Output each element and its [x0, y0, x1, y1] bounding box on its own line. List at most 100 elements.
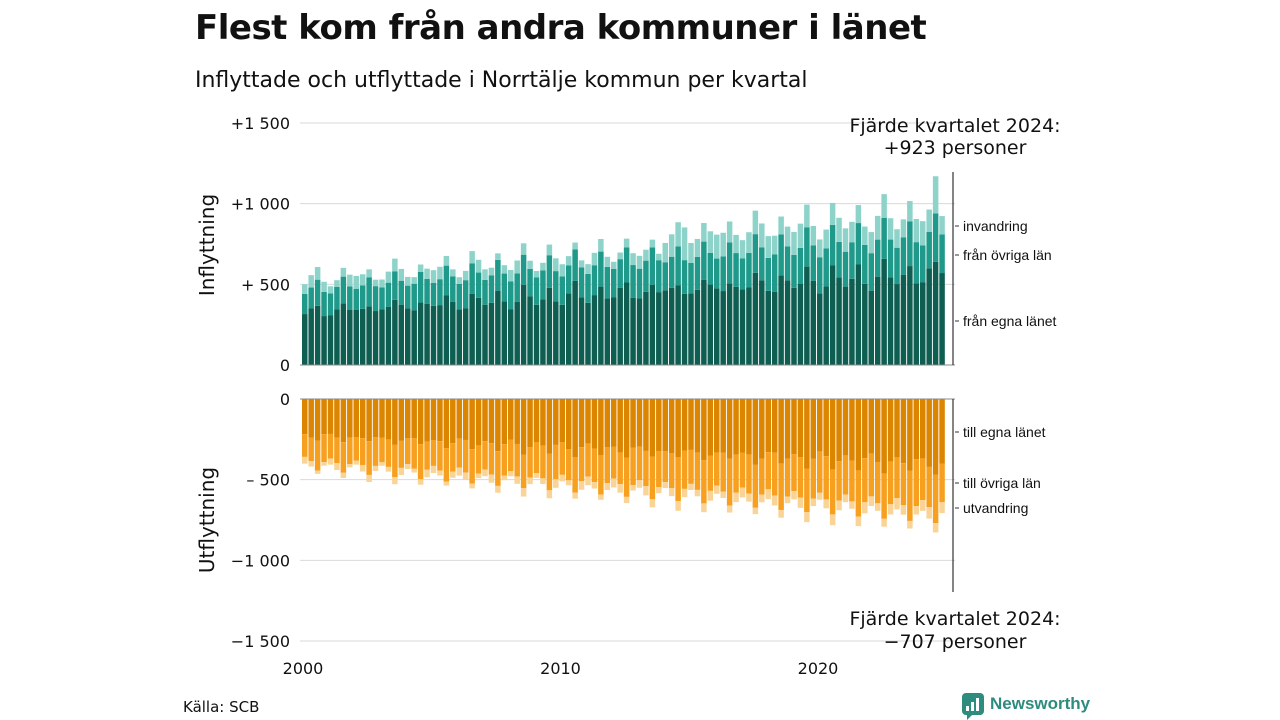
- out-bar-utvandring: [495, 485, 501, 493]
- out-bar-ovriga: [559, 442, 565, 475]
- in-bar-egna: [321, 316, 327, 365]
- out-bar-egna: [823, 399, 829, 457]
- out-bar-ovriga: [894, 457, 900, 499]
- in-bar-invandring: [720, 232, 726, 257]
- in-bar-ovriga: [617, 259, 623, 288]
- out-bar-utvandring: [340, 472, 347, 478]
- in-bar-egna: [527, 296, 533, 365]
- out-bar-utvandring: [926, 507, 932, 519]
- out-bar-egna: [469, 399, 475, 450]
- in-bar-invandring: [334, 280, 340, 287]
- in-bar-egna: [746, 287, 752, 365]
- in-ytick-label: +1 500: [231, 114, 290, 133]
- in-bar-ovriga: [907, 221, 913, 267]
- out-bar-egna: [379, 399, 385, 438]
- in-bar-invandring: [565, 256, 572, 266]
- out-bar-ovriga: [340, 442, 347, 473]
- in-bar-egna: [456, 309, 462, 365]
- in-bar-egna: [636, 298, 643, 365]
- out-bar-utvandring: [462, 472, 469, 480]
- in-bar-egna: [482, 304, 488, 365]
- out-ytick-label: – 500: [246, 471, 290, 490]
- in-bar-ovriga: [881, 217, 887, 259]
- in-bar-egna: [437, 305, 443, 365]
- in-bar-egna: [842, 286, 849, 365]
- in-bar-invandring: [817, 239, 823, 258]
- out-bar-utvandring: [559, 474, 565, 482]
- out-bar-utvandring: [823, 499, 829, 509]
- in-bar-invandring: [546, 244, 553, 256]
- in-axis-label: Inflyttning: [195, 194, 219, 296]
- in-bar-invandring: [694, 238, 701, 257]
- in-bar-ovriga: [366, 277, 372, 307]
- out-bar-utvandring: [308, 461, 314, 467]
- in-bar-egna: [874, 276, 881, 365]
- in-bar-egna: [849, 278, 855, 365]
- out-bar-ovriga: [842, 455, 849, 495]
- in-bar-ovriga: [823, 248, 829, 287]
- out-bar-ovriga: [424, 441, 430, 470]
- in-bar-egna: [862, 283, 868, 365]
- in-bar-egna: [314, 305, 321, 365]
- out-bar-egna: [623, 399, 630, 458]
- in-bar-egna: [836, 277, 842, 365]
- in-bar-ovriga: [495, 259, 501, 291]
- in-bar-invandring: [482, 269, 488, 280]
- out-bar-utvandring: [707, 490, 714, 501]
- in-bar-egna: [501, 301, 508, 365]
- out-bar-ovriga: [675, 457, 681, 502]
- out-bar-egna: [604, 399, 611, 448]
- in-bar-ovriga: [314, 279, 321, 306]
- source-label: Källa: SCB: [183, 698, 260, 716]
- out-bar-ovriga: [759, 458, 765, 495]
- in-bar-ovriga: [771, 254, 778, 292]
- out-bar-egna: [385, 399, 392, 440]
- in-bar-egna: [553, 301, 559, 365]
- in-bar-ovriga: [578, 267, 585, 298]
- out-bar-egna: [314, 399, 321, 441]
- out-bar-egna: [430, 399, 437, 440]
- in-bar-ovriga: [340, 276, 347, 304]
- out-ytick-label: −1 500: [231, 632, 290, 651]
- out-bar-egna: [887, 399, 894, 462]
- in-bar-invandring: [321, 281, 327, 292]
- out-bar-utvandring: [720, 491, 726, 498]
- out-bar-utvandring: [488, 474, 495, 483]
- in-bar-invandring: [894, 229, 900, 248]
- out-bar-egna: [791, 399, 797, 455]
- in-bar-egna: [469, 293, 475, 365]
- out-bar-utvandring: [797, 497, 804, 508]
- in-bar-invandring: [829, 202, 836, 225]
- out-bar-utvandring: [553, 479, 559, 488]
- in-bar-invandring: [508, 270, 514, 282]
- out-bar-egna: [817, 399, 823, 452]
- in-bar-egna: [572, 280, 578, 365]
- in-bar-egna: [611, 297, 617, 365]
- xtick-label: 2000: [283, 659, 324, 678]
- out-bar-ovriga: [334, 437, 340, 464]
- out-bar-utvandring: [849, 501, 855, 509]
- out-bar-egna: [340, 399, 347, 443]
- out-bar-utvandring: [868, 496, 874, 507]
- out-bar-egna: [617, 399, 623, 453]
- in-bar-egna: [385, 306, 392, 365]
- out-bar-ovriga: [520, 454, 527, 489]
- out-bar-utvandring: [540, 478, 546, 484]
- out-bar-ovriga: [501, 444, 508, 476]
- out-bar-ovriga: [353, 437, 359, 461]
- in-bar-egna: [578, 297, 585, 365]
- in-bar-invandring: [527, 260, 533, 270]
- in-bar-ovriga: [842, 251, 849, 287]
- in-bar-ovriga: [392, 271, 398, 300]
- out-bar-ovriga: [308, 437, 314, 462]
- in-bar-ovriga: [488, 275, 495, 303]
- in-bar-ovriga: [894, 247, 900, 285]
- out-bar-utvandring: [939, 502, 945, 514]
- in-series-label: invandring: [963, 218, 1028, 234]
- in-bar-invandring: [424, 268, 430, 279]
- out-bar-ovriga: [797, 457, 804, 498]
- out-bar-egna: [520, 399, 527, 455]
- out-bar-utvandring: [778, 509, 784, 518]
- in-bar-invandring: [771, 235, 778, 255]
